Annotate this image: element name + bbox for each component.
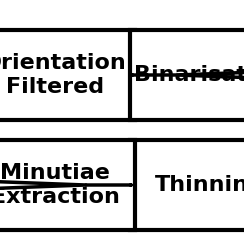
- Text: Thinning: Thinning: [155, 175, 244, 195]
- Text: Binarisation: Binarisation: [134, 65, 244, 85]
- Text: Minutiae
Extraction: Minutiae Extraction: [0, 163, 119, 207]
- Bar: [0, 140, 135, 230]
- Text: Orientation
Filtered: Orientation Filtered: [0, 53, 127, 97]
- Bar: [0, 30, 135, 120]
- Bar: [130, 30, 244, 120]
- Bar: [130, 140, 244, 230]
